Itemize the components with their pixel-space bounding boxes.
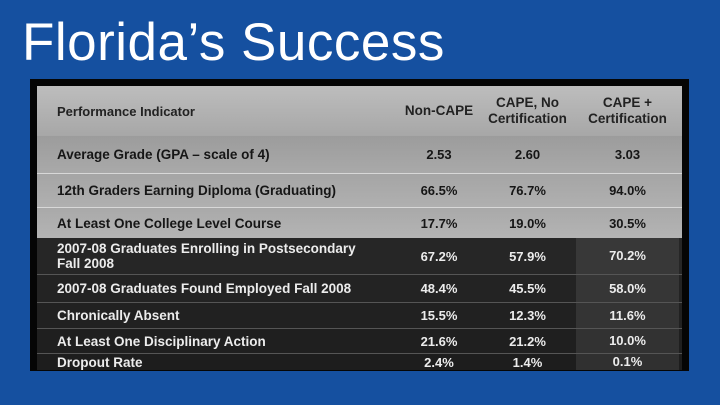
header-cape-no-certification-line2: Certification	[488, 111, 567, 126]
row-indicator-line1: 2007-08 Graduates Enrolling in Postsecon…	[57, 241, 356, 256]
cell-non-cape: 21.6%	[420, 333, 458, 349]
table-row: 2007-08 Graduates Found Employed Fall 20…	[37, 275, 682, 302]
header-cape-certification: CAPE + Certification	[576, 95, 679, 127]
cell-cape-no-certification: 21.2%	[509, 333, 546, 349]
row-indicator: 12th Graders Earning Diploma (Graduating…	[57, 183, 337, 198]
table-row: Average Grade (GPA – scale of 4) 2.53 2.…	[37, 136, 682, 173]
row-indicator: 2007-08 Graduates Found Employed Fall 20…	[57, 281, 352, 296]
cell-cape-no-certification: 2.60	[514, 147, 541, 162]
table-row: Dropout Rate 2.4% 1.4% 0.1%	[37, 354, 682, 370]
table-row: At Least One Disciplinary Action 21.6% 2…	[37, 329, 682, 353]
table-header-row: Performance Indicator Non-CAPE CAPE, No …	[37, 86, 682, 136]
cell-cape-certification: 3.03	[614, 147, 641, 162]
row-indicator: At Least One College Level Course	[57, 215, 282, 231]
header-performance-indicator: Performance Indicator	[57, 103, 195, 119]
table-row: 2007-08 Graduates Enrolling in Postsecon…	[37, 238, 682, 274]
row-indicator-line2: Fall 2008	[57, 256, 115, 271]
cell-cape-no-certification: 19.0%	[509, 215, 546, 231]
row-indicator: 2007-08 Graduates Enrolling in Postsecon…	[37, 241, 399, 271]
header-non-cape: Non-CAPE	[404, 103, 474, 118]
performance-table: Performance Indicator Non-CAPE CAPE, No …	[30, 79, 689, 371]
cell-cape-no-certification: 12.3%	[509, 308, 546, 323]
header-cape-no-certification: CAPE, No Certification	[479, 95, 576, 127]
cell-cape-certification: 10.0%	[576, 329, 679, 353]
cell-cape-no-certification: 76.7%	[509, 183, 546, 198]
cell-cape-no-certification: 57.9%	[509, 248, 546, 264]
slide-title: Florida’s Success	[22, 13, 445, 72]
cell-non-cape: 67.2%	[420, 248, 458, 264]
cell-cape-certification: 0.1%	[576, 354, 679, 370]
cell-non-cape: 66.5%	[420, 183, 458, 198]
cell-non-cape: 48.4%	[420, 281, 458, 296]
header-cape-certification-line1: CAPE +	[602, 95, 653, 110]
cell-non-cape: 15.5%	[420, 308, 458, 323]
table-row: 12th Graders Earning Diploma (Graduating…	[37, 174, 682, 207]
cell-cape-certification: 30.5%	[609, 215, 646, 231]
cell-cape-certification: 94.0%	[609, 183, 646, 198]
header-cape-no-certification-line1: CAPE, No	[495, 95, 559, 110]
cell-non-cape: 2.53	[426, 147, 452, 162]
cell-cape-no-certification: 1.4%	[512, 354, 543, 370]
cell-cape-certification: 70.2%	[576, 238, 679, 274]
row-indicator: At Least One Disciplinary Action	[57, 333, 266, 349]
row-indicator: Chronically Absent	[57, 308, 180, 323]
table-row: Chronically Absent 15.5% 12.3% 11.6%	[37, 303, 682, 328]
cell-non-cape: 2.4%	[424, 354, 454, 370]
cell-cape-certification: 58.0%	[576, 275, 679, 302]
header-cape-certification-line2: Certification	[588, 111, 667, 126]
cell-non-cape: 17.7%	[420, 215, 458, 231]
row-indicator: Average Grade (GPA – scale of 4)	[57, 147, 270, 162]
table-row: At Least One College Level Course 17.7% …	[37, 208, 682, 238]
cell-cape-certification: 11.6%	[576, 303, 679, 328]
cell-cape-no-certification: 45.5%	[509, 281, 546, 296]
row-indicator: Dropout Rate	[57, 354, 143, 370]
